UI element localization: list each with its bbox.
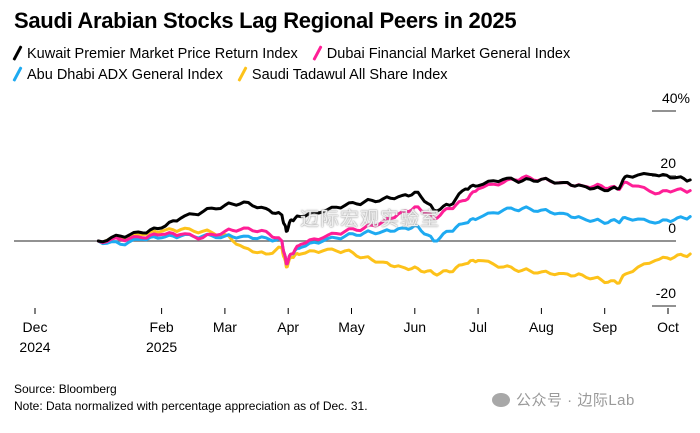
y-tick-label: 0 — [668, 220, 676, 236]
x-tick-label-year: 2024 — [19, 339, 50, 355]
y-tick-label: -20 — [656, 285, 676, 301]
x-tick-label: Sep — [592, 319, 617, 335]
x-axis: Dec 2024 Feb 2025 Mar Apr May Jun Jul Aug Sep Oct — [19, 308, 679, 355]
watermark-center: 迈际宏观实验室 — [300, 209, 441, 230]
chart-footer: Source: Bloomberg Note: Data normalized … — [14, 381, 368, 415]
legend-item-dubai: Dubai Financial Market General Index — [314, 44, 570, 65]
legend: Kuwait Premier Market Price Return Index… — [14, 44, 674, 86]
x-tick-label: Dec — [23, 319, 48, 335]
legend-label-kuwait: Kuwait Premier Market Price Return Index — [27, 46, 298, 62]
x-tick-label-year: 2025 — [146, 339, 177, 355]
y-tick-label: 20 — [660, 155, 676, 171]
x-tick-label: Oct — [657, 319, 679, 335]
wechat-icon — [492, 393, 510, 407]
series-line-abudhabi — [96, 205, 692, 266]
wechat-watermark: 公众号 · 边际Lab — [492, 389, 635, 410]
legend-item-kuwait: Kuwait Premier Market Price Return Index — [14, 44, 298, 65]
x-tick-label: Jun — [404, 319, 427, 335]
legend-label-abudhabi: Abu Dhabi ADX General Index — [27, 67, 223, 83]
series-lines — [96, 172, 692, 285]
legend-label-dubai: Dubai Financial Market General Index — [326, 46, 571, 62]
x-tick-label: Aug — [529, 319, 554, 335]
series-line-dubai — [96, 174, 692, 266]
legend-label-saudi: Saudi Tadawul All Share Index — [251, 67, 448, 83]
note-text: Note: Data normalized with percentage ap… — [14, 399, 368, 413]
y-axis: 40% 20 0 -20 — [652, 90, 690, 307]
legend-item-saudi: Saudi Tadawul All Share Index — [239, 65, 448, 86]
series-line-kuwait — [96, 172, 692, 244]
chart-title: Saudi Arabian Stocks Lag Regional Peers … — [14, 8, 517, 33]
x-tick-label: May — [338, 319, 364, 335]
legend-item-abudhabi: Abu Dhabi ADX General Index — [14, 65, 223, 86]
wechat-watermark-text: 公众号 · 边际Lab — [516, 392, 635, 409]
x-tick-label: Feb — [150, 319, 174, 335]
source-text: Source: Bloomberg — [14, 382, 117, 396]
y-tick-label: 40% — [662, 90, 690, 106]
series-line-saudi — [96, 226, 692, 285]
x-tick-label: Jul — [469, 319, 487, 335]
x-tick-label: Mar — [213, 319, 237, 335]
x-tick-label: Apr — [277, 319, 299, 335]
